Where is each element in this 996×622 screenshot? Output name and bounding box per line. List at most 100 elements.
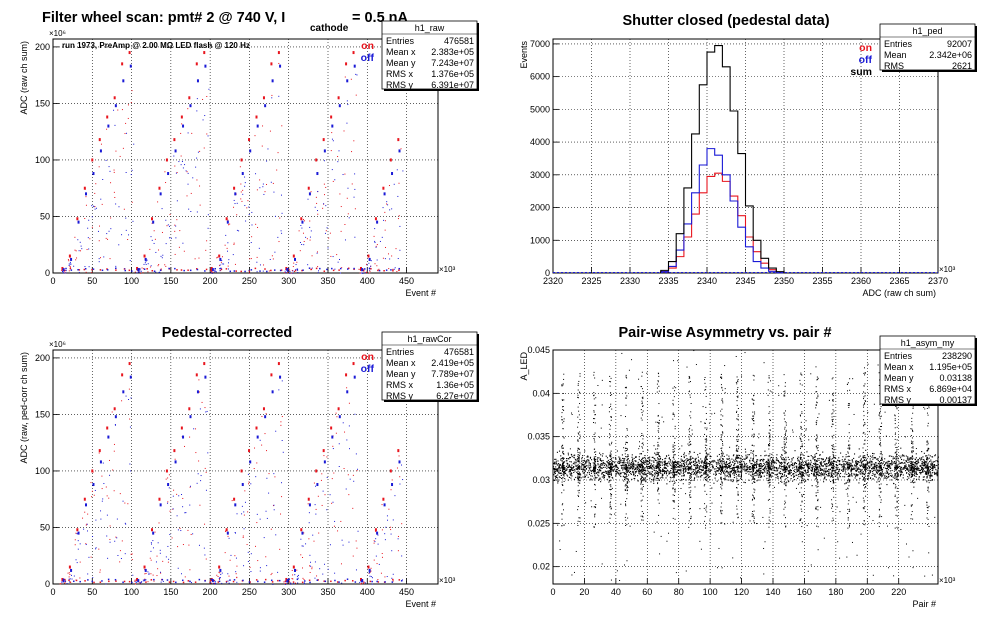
scatter-point	[603, 471, 605, 473]
scatter-point	[861, 473, 863, 475]
x-tick-label: 0	[50, 587, 55, 597]
scatter-point-on	[255, 545, 257, 547]
scatter-point	[626, 459, 628, 461]
histogram-line-sum	[553, 44, 938, 274]
scatter-point-on	[291, 272, 293, 274]
scatter-point-on	[158, 264, 160, 266]
scatter-point-off	[87, 573, 89, 575]
scatter-point	[856, 463, 858, 465]
x-tick-label: 2325	[581, 276, 601, 286]
scatter-point-off	[165, 556, 167, 558]
scatter-point	[607, 466, 609, 468]
scatter-point	[813, 475, 815, 477]
scatter-point-on	[172, 580, 175, 583]
scatter-point	[571, 475, 573, 477]
scatter-point-off	[234, 203, 236, 205]
scatter-point-off	[162, 580, 164, 582]
scatter-point-on	[199, 204, 201, 206]
scatter-point-off	[393, 268, 395, 270]
x-tick-label: 300	[281, 587, 296, 597]
scatter-point	[924, 467, 926, 469]
scatter-point	[911, 475, 913, 477]
scatter-point-off	[128, 234, 130, 236]
scatter-point	[896, 457, 898, 459]
scatter-point-on	[345, 62, 348, 66]
scatter-point	[787, 467, 789, 469]
scatter-point	[807, 466, 809, 468]
scatter-point	[769, 473, 771, 475]
scatter-point-off	[255, 476, 257, 478]
scatter-point-off	[305, 543, 307, 545]
scatter-point-on	[84, 511, 86, 513]
y-tick-label: 6000	[530, 72, 550, 82]
scatter-point	[671, 462, 673, 464]
scatter-point	[869, 470, 871, 472]
scatter-point-on	[392, 268, 394, 270]
scatter-point-on	[165, 182, 167, 184]
scatter-point-off	[220, 574, 222, 576]
scatter-point	[668, 473, 670, 475]
scatter-point	[828, 457, 830, 459]
scatter-point-off	[241, 172, 244, 176]
scatter-point-on	[171, 537, 173, 539]
scatter-point-on	[398, 182, 400, 184]
scatter-point	[575, 468, 577, 470]
x-tick-label: 200	[203, 276, 218, 286]
scatter-point-on	[76, 528, 79, 532]
scatter-point-off	[361, 270, 363, 272]
scatter-point	[664, 467, 666, 469]
scatter-point	[756, 474, 758, 476]
scatter-point	[914, 471, 916, 473]
scatter-point	[644, 469, 646, 471]
scatter-point	[574, 470, 576, 472]
scatter-point	[826, 462, 828, 465]
scatter-point	[789, 473, 791, 475]
y-multiplier: ×10⁶	[49, 340, 66, 349]
scatter-point-off	[207, 214, 209, 216]
scatter-point	[607, 464, 609, 466]
scatter-point-off	[363, 268, 366, 270]
scatter-point	[874, 469, 876, 471]
scatter-point	[820, 465, 822, 467]
scatter-point	[844, 469, 846, 471]
scatter-point	[587, 456, 589, 458]
scatter-point-on	[174, 253, 176, 255]
scatter-point-on	[317, 579, 319, 581]
scatter-point	[679, 473, 681, 475]
scatter-point	[804, 480, 806, 482]
x-multiplier: ×10³	[439, 576, 456, 585]
scatter-point-off	[129, 375, 132, 379]
scatter-point	[690, 466, 692, 468]
scatter-point-off	[204, 554, 206, 556]
scatter-point	[888, 466, 890, 468]
scatter-point	[671, 480, 673, 482]
scatter-point-off	[262, 183, 264, 185]
x-tick-label: 2345	[735, 276, 755, 286]
scatter-point-on	[216, 574, 218, 576]
scatter-point-on	[227, 219, 229, 221]
scatter-point-off	[402, 170, 404, 172]
scatter-point-on	[113, 450, 115, 452]
scatter-point-off	[189, 504, 191, 506]
scatter-point	[648, 467, 650, 469]
scatter-point	[709, 470, 711, 472]
scatter-point-off	[346, 100, 348, 102]
scatter-point	[707, 475, 709, 477]
scatter-point	[631, 478, 633, 480]
scatter-point	[886, 470, 888, 472]
scatter-point	[723, 472, 725, 474]
scatter-point	[824, 473, 826, 475]
scatter-point	[590, 470, 592, 472]
scatter-point	[752, 476, 755, 478]
scatter-point-on	[316, 202, 318, 204]
scatter-point-off	[322, 490, 324, 492]
scatter-point	[813, 473, 815, 475]
scatter-point	[770, 468, 773, 470]
scatter-point	[829, 468, 831, 470]
scatter-point	[811, 467, 813, 469]
scatter-point-on	[309, 239, 311, 241]
scatter-point	[738, 467, 740, 469]
scatter-point	[834, 475, 836, 477]
scatter-point-on	[302, 232, 304, 234]
scatter-point	[560, 455, 562, 457]
